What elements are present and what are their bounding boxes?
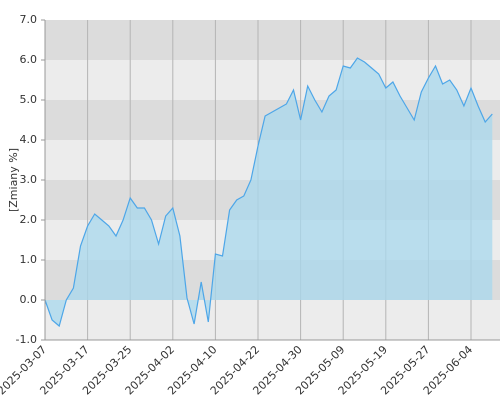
- grid-band: [45, 300, 500, 340]
- y-tick-label: 1.0: [20, 253, 38, 266]
- y-tick-label: 6.0: [20, 53, 38, 66]
- grid-band: [45, 20, 500, 60]
- y-tick-label: 5.0: [20, 93, 38, 106]
- y-tick-label: 3.0: [20, 173, 38, 186]
- y-axis-label: [Zmiany %]: [7, 148, 20, 212]
- y-tick-label: 7.0: [20, 13, 38, 26]
- y-tick-label: 2.0: [20, 213, 38, 226]
- y-tick-label: 4.0: [20, 133, 38, 146]
- y-tick-label: -1.0: [16, 333, 37, 346]
- area-fill: [45, 58, 493, 326]
- area-line: [44, 57, 493, 328]
- y-tick-label: 0.0: [20, 293, 38, 306]
